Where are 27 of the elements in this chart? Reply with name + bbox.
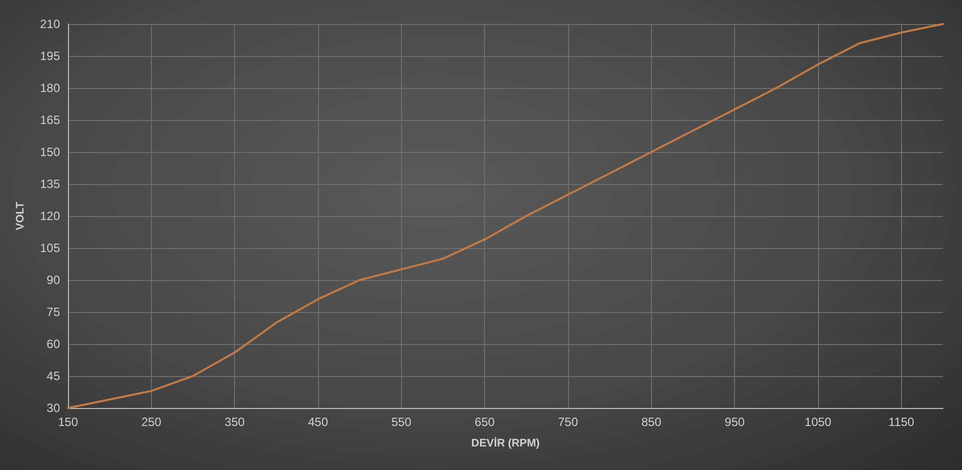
y-tick-label: 165	[40, 113, 60, 127]
y-tick-label: 105	[40, 241, 60, 255]
x-tick-label: 650	[474, 415, 495, 429]
x-tick-label: 350	[224, 415, 245, 429]
y-tick-label: 135	[40, 177, 60, 191]
x-tick-label: 1050	[804, 415, 832, 429]
y-axis-title: VOLT	[14, 201, 26, 230]
x-tick-label: 1150	[888, 415, 915, 429]
line-series	[67, 23, 944, 409]
x-tick-label: 150	[58, 415, 78, 429]
y-tick-label: 180	[40, 81, 60, 95]
x-tick-label: 950	[724, 415, 745, 429]
x-tick-label: 750	[558, 415, 578, 429]
y-tick-label: 120	[40, 209, 60, 223]
y-tick-label: 60	[46, 337, 60, 351]
y-tick-label: 45	[46, 369, 60, 383]
y-tick-label: 90	[46, 273, 60, 287]
y-tick-label: 195	[40, 49, 60, 63]
y-tick-label: 210	[40, 17, 60, 31]
x-tick-label: 850	[641, 415, 662, 429]
x-tick-label: 550	[391, 415, 412, 429]
x-tick-label: 450	[308, 415, 328, 429]
y-tick-label: 30	[46, 401, 60, 415]
y-tick-label: 150	[40, 145, 60, 159]
y-tick-label: 75	[46, 305, 60, 319]
x-tick-label: 250	[141, 415, 162, 429]
x-axis-title: DEVİR (RPM)	[471, 436, 540, 450]
